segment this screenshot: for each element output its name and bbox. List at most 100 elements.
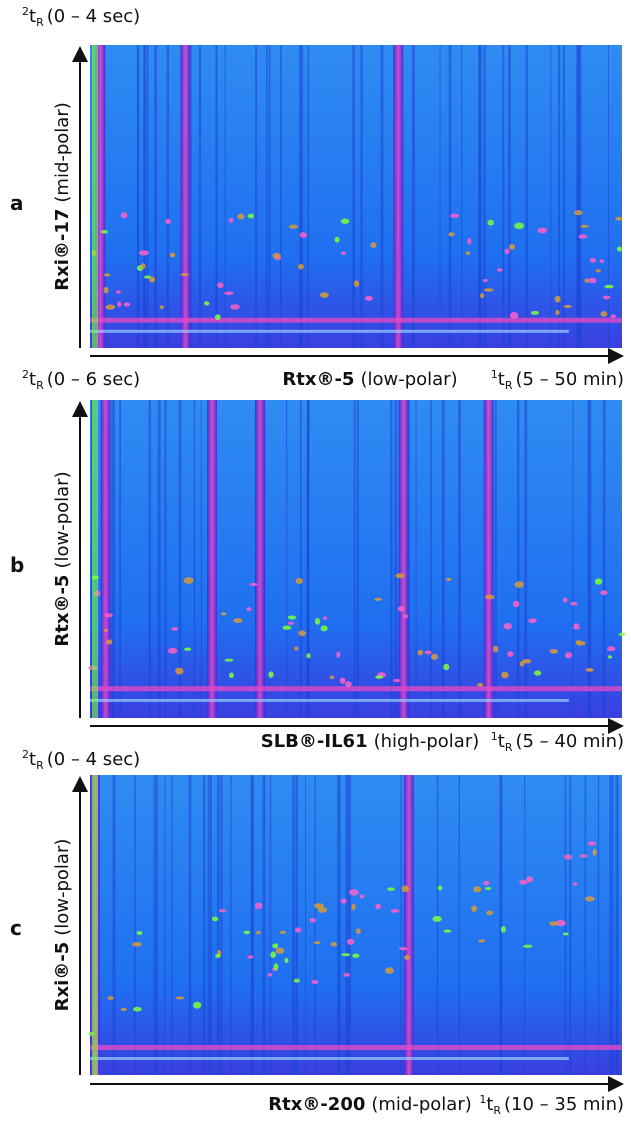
streak	[380, 45, 384, 348]
streak	[430, 400, 432, 718]
peak	[465, 251, 471, 256]
streak	[164, 400, 167, 718]
peak	[403, 614, 409, 619]
peak	[398, 947, 408, 951]
streak	[292, 775, 295, 1075]
range: (5 – 50 min)	[515, 369, 624, 390]
streak	[576, 45, 580, 348]
peak	[351, 903, 356, 911]
peak	[314, 940, 321, 945]
streak	[584, 775, 587, 1075]
peak	[486, 910, 494, 916]
peak	[509, 243, 516, 250]
rest-part: (mid-polar)	[371, 1094, 471, 1115]
bold-part: Rtx®-200	[268, 1094, 365, 1115]
range: (5 – 40 min)	[515, 731, 624, 752]
streak	[269, 775, 272, 1075]
peak	[482, 278, 488, 283]
sub: R	[505, 379, 513, 392]
peak	[237, 213, 245, 220]
bold-part: Rxi®-5	[52, 942, 73, 1012]
peak	[370, 242, 377, 248]
peak	[336, 651, 341, 658]
streak	[111, 400, 113, 718]
peak	[471, 905, 477, 912]
streak	[436, 775, 439, 1075]
peak	[578, 234, 588, 239]
rest-part: (low-polar)	[360, 369, 457, 390]
peak	[345, 681, 352, 688]
streak	[517, 400, 520, 718]
streak	[154, 45, 157, 348]
peak	[149, 276, 156, 283]
streak	[255, 45, 258, 348]
streak	[299, 400, 302, 718]
peak	[103, 286, 109, 294]
streak	[569, 775, 572, 1075]
peak	[107, 996, 114, 1001]
peak	[375, 903, 381, 910]
peak	[106, 639, 113, 645]
peak	[287, 621, 295, 625]
streak	[171, 775, 173, 1075]
panel-letter: b	[10, 553, 24, 577]
peak	[364, 295, 373, 301]
peak	[437, 885, 443, 891]
peak	[509, 312, 519, 319]
peak	[309, 918, 316, 923]
peak	[514, 581, 524, 588]
peak	[554, 295, 561, 303]
streak	[299, 45, 302, 348]
peak	[467, 237, 472, 245]
axis-end-label: 2tR (0 – 4 sec)	[22, 5, 140, 29]
streak	[216, 775, 220, 1075]
streak	[207, 400, 218, 718]
panel: 2tR (0 – 4 sec)1tR (5 – 50 min)aRxi®-17(mi…	[10, 5, 624, 392]
streak	[550, 45, 552, 348]
panel-letter: a	[10, 191, 24, 215]
peak	[595, 269, 602, 273]
peak	[317, 906, 328, 913]
streak	[295, 775, 299, 1075]
baseline-band	[90, 317, 622, 323]
peak	[599, 259, 605, 264]
streak	[202, 775, 206, 1075]
peak	[616, 246, 623, 252]
peak	[480, 292, 485, 299]
streak	[579, 45, 582, 348]
streak	[337, 775, 340, 1075]
baseline-band	[90, 1045, 622, 1050]
bold-part: SLB®-IL61	[261, 731, 368, 752]
streak	[439, 45, 441, 348]
axis-end-label: 2tR (0 – 6 sec)	[22, 368, 140, 392]
streak	[200, 400, 202, 718]
streak	[499, 775, 503, 1075]
streak	[524, 400, 528, 718]
peak	[374, 597, 382, 601]
streak	[143, 45, 145, 348]
sup: 1	[479, 1093, 486, 1106]
x-axis-title: Rtx®-5 (low-polar)	[282, 369, 457, 390]
peak	[311, 979, 319, 985]
bold-part: Rxi®-17	[52, 209, 73, 291]
streak	[483, 400, 494, 718]
baseline-band	[90, 686, 622, 692]
peak	[584, 896, 595, 902]
streak	[266, 45, 268, 348]
peak	[272, 253, 281, 259]
streak	[134, 775, 136, 1075]
peak	[299, 232, 308, 238]
streak	[448, 45, 452, 348]
peak	[104, 613, 113, 618]
peak	[618, 632, 626, 636]
peak	[504, 248, 510, 255]
rest-part: (low-polar)	[52, 839, 73, 936]
peak	[295, 577, 303, 584]
streak	[220, 775, 223, 1075]
peak	[549, 921, 559, 926]
streak	[587, 400, 590, 718]
peak	[375, 675, 384, 679]
streak	[112, 400, 115, 718]
plot-area	[90, 400, 622, 718]
peak	[171, 627, 179, 631]
